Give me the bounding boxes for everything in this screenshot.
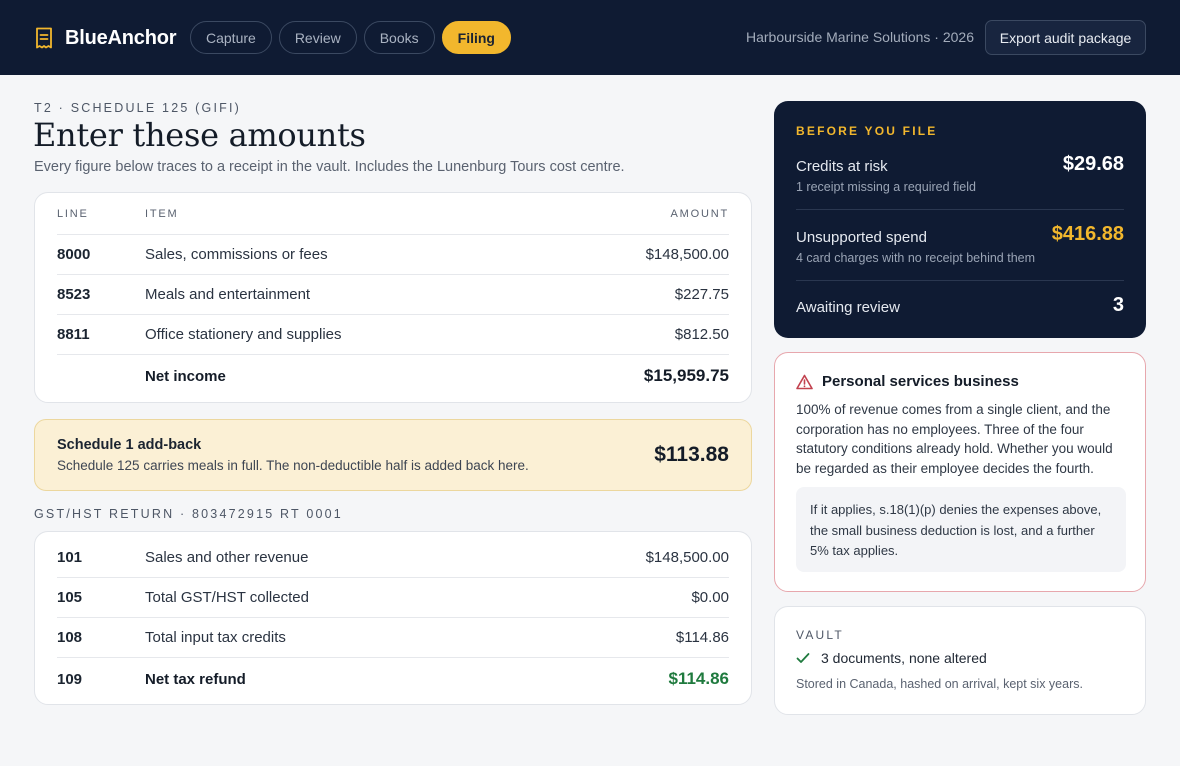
column-line: LINE <box>57 207 89 220</box>
tab-books[interactable]: Books <box>363 21 435 54</box>
before-you-file-panel: BEFORE YOU FILE Credits at risk 1 receip… <box>774 101 1146 338</box>
stat-value: 3 <box>1112 294 1124 316</box>
net-tax-refund-amount: $114.86 <box>668 669 729 688</box>
line-amount: $0.00 <box>691 589 729 606</box>
vault-panel: VAULT 3 documents, none altered Stored i… <box>774 606 1146 715</box>
before-you-file-eyebrow: BEFORE YOU FILE <box>796 124 938 138</box>
personal-services-business-warning: Personal services business 100% of reven… <box>774 352 1146 592</box>
table-row: 101 Sales and other revenue $148,500.00 <box>57 538 729 578</box>
main-nav: Capture Review Books Filing <box>190 21 518 54</box>
tab-filing[interactable]: Filing <box>441 21 511 54</box>
schedule-eyebrow: T2 · SCHEDULE 125 (GIFI) <box>34 101 241 115</box>
stat-sublabel: 4 card charges with no receipt behind th… <box>796 251 1036 265</box>
export-audit-package-button[interactable]: Export audit package <box>985 20 1146 55</box>
tab-capture[interactable]: Capture <box>190 21 272 54</box>
line-number: 8523 <box>57 286 91 303</box>
addback-description: Schedule 125 carries meals in full. The … <box>57 458 529 473</box>
stat-label: Credits at risk <box>796 158 888 175</box>
stat-value: $29.68 <box>1062 153 1124 175</box>
tab-review[interactable]: Review <box>278 21 357 54</box>
warning-header: Personal services business <box>796 373 1019 390</box>
addback-amount: $113.88 <box>654 443 729 466</box>
net-income-label: Net income <box>145 367 226 385</box>
vault-eyebrow: VAULT <box>796 628 844 642</box>
app-name: BlueAnchor <box>65 26 177 49</box>
line-number: 101 <box>57 549 83 566</box>
line-amount: $227.75 <box>674 286 729 303</box>
page-subtitle: Every figure below traces to a receipt i… <box>34 159 625 175</box>
line-item: Total GST/HST collected <box>145 589 309 606</box>
table-row: 8811 Office stationery and supplies $812… <box>57 315 729 355</box>
line-number: 109 <box>57 670 83 688</box>
vault-note: Stored in Canada, hashed on arrival, kep… <box>796 677 1083 691</box>
credits-at-risk-stat[interactable]: Credits at risk 1 receipt missing a requ… <box>796 153 1124 197</box>
unsupported-spend-stat[interactable]: Unsupported spend 4 card charges with no… <box>796 223 1124 267</box>
column-amount: AMOUNT <box>670 207 729 220</box>
vault-status-text: 3 documents, none altered <box>821 650 987 666</box>
addback-title: Schedule 1 add-back <box>57 437 202 453</box>
table-row: 105 Total GST/HST collected $0.00 <box>57 578 729 618</box>
line-amount: $812.50 <box>674 326 729 343</box>
awaiting-review-stat[interactable]: Awaiting review 3 <box>796 293 1124 321</box>
line-item: Meals and entertainment <box>145 286 311 303</box>
table-row: 108 Total input tax credits $114.86 <box>57 618 729 658</box>
stat-label: Unsupported spend <box>796 229 927 246</box>
receipt-icon <box>36 27 52 49</box>
stat-value: $416.88 <box>1051 223 1124 245</box>
gst-hst-table: 101 Sales and other revenue $148,500.00 … <box>34 531 752 705</box>
line-item: Office stationery and supplies <box>145 326 342 343</box>
schedule-1-addback-callout: Schedule 1 add-back Schedule 125 carries… <box>34 419 752 491</box>
line-number: 108 <box>57 629 83 646</box>
warning-icon <box>796 374 813 389</box>
gst-eyebrow: GST/HST RETURN · 803472915 RT 0001 <box>34 507 343 521</box>
line-number: 105 <box>57 589 83 606</box>
stat-sublabel: 1 receipt missing a required field <box>796 180 976 194</box>
column-item: ITEM <box>145 207 179 220</box>
net-income-amount: $15,959.75 <box>643 366 729 385</box>
stat-label: Awaiting review <box>796 299 900 316</box>
line-item: Total input tax credits <box>145 629 286 646</box>
net-tax-refund-row: 109 Net tax refund $114.86 <box>57 658 729 700</box>
line-amount: $148,500.00 <box>645 246 729 263</box>
vault-status: 3 documents, none altered <box>796 650 987 666</box>
warning-body: 100% of revenue comes from a single clie… <box>796 402 1113 476</box>
schedule-125-table: LINE ITEM AMOUNT 8000 Sales, commissions… <box>34 192 752 403</box>
line-amount: $114.86 <box>675 629 729 646</box>
line-item: Sales, commissions or fees <box>145 246 328 263</box>
table-row: 8523 Meals and entertainment $227.75 <box>57 275 729 315</box>
net-income-row: Net income $15,959.75 <box>57 355 729 397</box>
divider <box>796 280 1124 281</box>
line-number: 8811 <box>57 326 90 343</box>
net-tax-refund-label: Net tax refund <box>145 670 246 688</box>
warning-note: If it applies, s.18(1)(p) denies the exp… <box>796 487 1126 572</box>
warning-title: Personal services business <box>822 373 1019 390</box>
page-title: Enter these amounts <box>33 116 366 154</box>
divider <box>796 209 1124 210</box>
line-amount: $148,500.00 <box>645 549 729 566</box>
line-number: 8000 <box>57 246 91 263</box>
check-icon <box>796 653 810 663</box>
brand[interactable]: BlueAnchor <box>34 25 177 51</box>
table-row: 8000 Sales, commissions or fees $148,500… <box>57 235 729 275</box>
company-name: Harbourside Marine Solutions · 2026 <box>745 29 974 45</box>
table-header: LINE ITEM AMOUNT <box>57 193 729 235</box>
line-item: Sales and other revenue <box>145 549 309 566</box>
top-bar: BlueAnchor Capture Review Books Filing H… <box>0 0 1180 75</box>
